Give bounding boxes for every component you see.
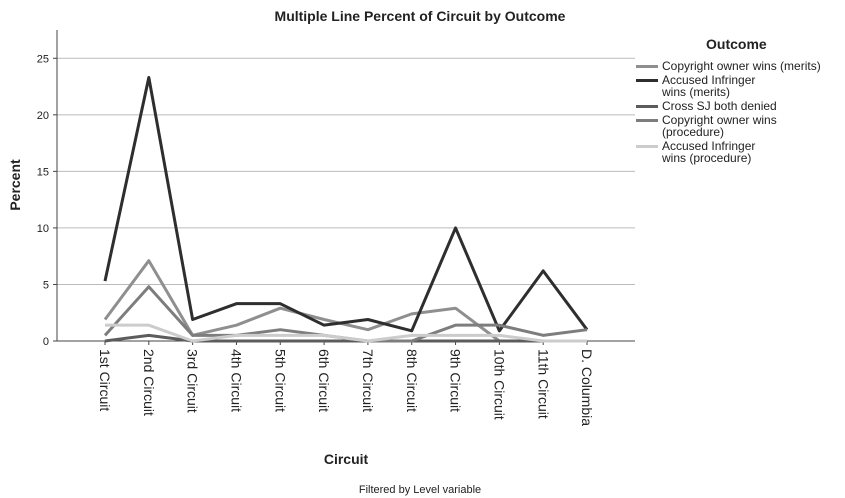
x-tick-label: 6th Circuit xyxy=(316,349,332,412)
legend-swatch xyxy=(636,65,658,68)
y-tick-label: 20 xyxy=(37,110,49,122)
legend-swatch xyxy=(636,119,658,122)
x-tick-label: 4th Circuit xyxy=(229,349,245,412)
legend-swatch xyxy=(636,79,658,82)
legend-item: Copyright owner wins (procedure) xyxy=(636,114,841,138)
x-tick-label: 1st Circuit xyxy=(97,349,113,411)
legend-label: Copyright owner wins (merits) xyxy=(662,59,821,73)
series-line xyxy=(105,323,587,343)
series-line xyxy=(103,285,588,343)
legend-item: Accused Infringer wins (procedure) xyxy=(636,140,841,164)
series-line xyxy=(103,75,589,333)
legend: Outcome Copyright owner wins (merits) Acc… xyxy=(636,36,841,166)
legend-item: Cross SJ both denied xyxy=(636,100,841,112)
legend-swatch xyxy=(636,145,658,148)
legend-item: Accused Infringer wins (merits) xyxy=(636,74,841,98)
legend-label: Copyright owner wins (procedure) xyxy=(662,113,777,139)
x-tick-label: 2nd Circuit xyxy=(141,349,157,416)
x-tick-label: 11th Circuit xyxy=(535,349,551,419)
y-tick-label: 10 xyxy=(37,223,49,235)
legend-item: Copyright owner wins (merits) xyxy=(636,60,841,72)
legend-label: Accused Infringer wins (procedure) xyxy=(662,139,756,165)
x-tick-label: 7th Circuit xyxy=(360,349,376,412)
x-tick-label: 10th Circuit xyxy=(491,349,507,420)
y-tick-label: 0 xyxy=(43,336,49,348)
series-line xyxy=(104,333,587,343)
x-tick-label: 5th Circuit xyxy=(272,349,288,412)
x-tick-label: 3rd Circuit xyxy=(185,349,201,413)
y-tick-label: 15 xyxy=(37,166,49,178)
x-axis-title: Circuit xyxy=(324,451,369,467)
legend-label: Cross SJ both denied xyxy=(662,99,777,113)
legend-title: Outcome xyxy=(706,36,767,52)
x-tick-label: 8th Circuit xyxy=(404,349,420,412)
x-tick-label: D. Columbia xyxy=(579,349,595,426)
legend-swatch xyxy=(636,105,658,108)
y-axis-title: Percent xyxy=(7,159,23,211)
legend-label: Accused Infringer wins (merits) xyxy=(662,73,756,99)
y-tick-label: 25 xyxy=(37,53,49,65)
y-tick-label: 5 xyxy=(43,279,49,291)
chart-title: Multiple Line Percent of Circuit by Outc… xyxy=(275,8,566,24)
x-tick-label: 9th Circuit xyxy=(448,349,464,412)
footnote: Filtered by Level variable xyxy=(359,484,481,496)
